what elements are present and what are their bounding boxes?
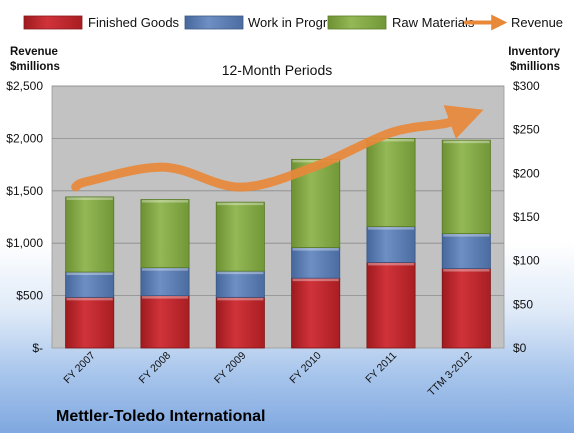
legend-swatch-finished-goods	[23, 15, 83, 30]
bar-work-in-progress	[65, 271, 115, 298]
bar-finished-goods	[140, 295, 190, 349]
bar-raw-materials-highlight	[292, 159, 339, 163]
bar-raw-materials-highlight	[66, 197, 113, 200]
category-labels: FY 2007 FY 2008 FY 2009 FY 2010 FY 2011 TTM 3…	[61, 350, 474, 399]
bar-work-in-progress	[291, 247, 341, 279]
legend-label-revenue: Revenue	[511, 15, 563, 30]
bar-finished-goods-highlight	[292, 278, 339, 282]
legend-label-raw-materials: Raw Materials	[392, 15, 475, 30]
bar-finished-goods-highlight	[443, 269, 490, 272]
bar-finished-goods-highlight	[141, 296, 189, 299]
right-axis-ticks: $0 $50 $100 $150 $200 $250 $300	[513, 79, 540, 355]
right-axis-title-line1: Inventory	[508, 46, 560, 58]
gridlines	[52, 85, 504, 297]
legend-swatch-raw-materials	[327, 15, 387, 30]
left-axis-title-line1: Revenue	[10, 46, 58, 58]
bar-raw-materials-highlight	[443, 140, 490, 144]
bar-raw-materials	[215, 201, 265, 272]
right-tick-label: $150	[513, 210, 540, 224]
category-label: FY 2011	[363, 350, 399, 386]
left-axis-title-line2: $millions	[10, 61, 60, 73]
category-label: TTM 3-2012	[426, 350, 475, 399]
left-axis-ticks: $- $500 $1,000 $1,500 $2,000 $2,500	[6, 79, 43, 355]
revenue-line	[71, 105, 484, 192]
bar-finished-goods-highlight	[66, 297, 113, 301]
bar-work-in-progress-highlight	[443, 234, 490, 237]
bar-work-in-progress	[366, 226, 416, 263]
category-label: FY 2010	[287, 350, 324, 387]
bar-work-in-progress-highlight	[292, 248, 339, 251]
bar-finished-goods-highlight	[367, 262, 415, 266]
bar-raw-materials	[140, 199, 190, 269]
bar-work-in-progress-highlight	[217, 271, 264, 275]
left-tick-label: $500	[16, 289, 43, 303]
category-label: FY 2007	[61, 350, 98, 387]
bar-raw-materials-highlight	[141, 200, 189, 203]
bar-work-in-progress-highlight	[66, 272, 113, 276]
legend-label-finished-goods: Finished Goods	[88, 15, 180, 30]
bar-raw-materials	[441, 139, 491, 234]
chart-subtitle: 12-Month Periods	[222, 62, 333, 78]
bar-finished-goods-highlight	[217, 297, 264, 301]
left-tick-label: $1,500	[6, 184, 43, 198]
bar-raw-materials	[366, 137, 416, 228]
category-label: FY 2009	[212, 350, 249, 387]
right-tick-label: $200	[513, 166, 540, 180]
legend: Finished Goods Work in Progress Raw Mate…	[23, 14, 563, 31]
bar-work-in-progress-highlight	[367, 227, 415, 230]
bar-raw-materials-highlight	[217, 202, 264, 206]
revenue-line-group	[71, 105, 484, 192]
right-tick-label: $50	[513, 297, 533, 311]
category-label: FY 2008	[137, 350, 174, 387]
bar-finished-goods	[366, 262, 416, 349]
bar-finished-goods	[291, 277, 341, 349]
bar-finished-goods	[441, 268, 491, 349]
left-tick-label: $2,000	[6, 131, 43, 145]
right-axis-title-line2: $millions	[510, 61, 560, 73]
legend-swatch-work-in-progress	[184, 15, 244, 30]
left-tick-label: $1,000	[6, 236, 43, 250]
bar-work-in-progress	[441, 233, 491, 269]
bar-work-in-progress	[140, 267, 190, 296]
bar-finished-goods	[65, 296, 115, 349]
bar-finished-goods	[215, 296, 265, 349]
bar-work-in-progress	[215, 270, 265, 298]
left-tick-label: $-	[32, 341, 43, 355]
right-tick-label: $0	[513, 341, 527, 355]
bar-raw-materials-highlight	[367, 138, 415, 142]
bar-work-in-progress-highlight	[141, 268, 189, 271]
bar-raw-materials	[65, 196, 115, 273]
right-tick-label: $250	[513, 123, 540, 137]
company-name: Mettler-Toledo International	[56, 408, 265, 425]
legend-label-work-in-progress: Work in Progress	[248, 15, 348, 30]
bars	[65, 137, 491, 349]
right-tick-label: $300	[513, 79, 540, 93]
left-tick-label: $2,500	[6, 79, 43, 93]
right-tick-label: $100	[513, 254, 540, 268]
